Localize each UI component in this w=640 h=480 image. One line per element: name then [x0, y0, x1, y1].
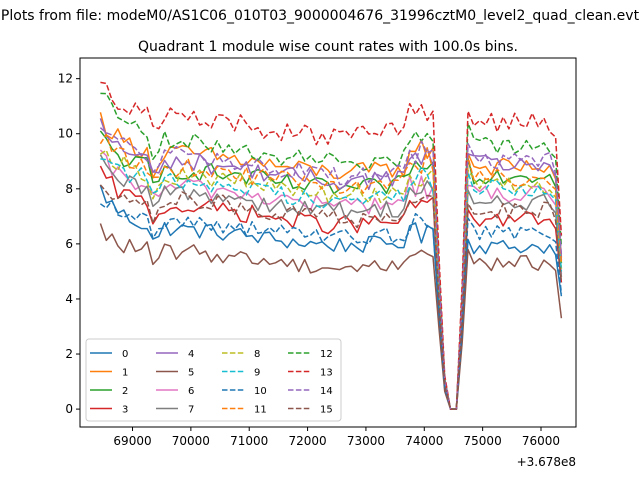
- series-line-7: [99, 154, 563, 410]
- series-line-11: [99, 133, 563, 410]
- legend-label-14: 14: [320, 386, 333, 397]
- y-axis: 0 2 4 6 8 10 12: [58, 72, 80, 416]
- legend-label-11: 11: [254, 405, 267, 416]
- axes-frame: [79, 57, 577, 428]
- x-tick-label: 69000: [113, 434, 151, 448]
- x-tick-label: 71000: [230, 434, 268, 448]
- y-tick-label: 12: [58, 72, 73, 86]
- y-tick-label: 8: [65, 182, 73, 196]
- legend-label-5: 5: [188, 368, 194, 379]
- legend-label-1: 1: [122, 368, 128, 379]
- series-line-10: [99, 199, 563, 410]
- legend-label-12: 12: [320, 349, 333, 360]
- x-tick-label: 73000: [347, 434, 385, 448]
- legend-label-15: 15: [320, 405, 333, 416]
- y-tick-label: 6: [65, 237, 73, 251]
- series-layer: [99, 81, 563, 410]
- legend-label-7: 7: [188, 405, 194, 416]
- series-line-12: [100, 92, 563, 410]
- chart-title: Quadrant 1 module wise count rates with …: [138, 39, 518, 55]
- series-line-14: [99, 127, 563, 410]
- x-tick-label: 70000: [172, 434, 210, 448]
- legend-label-10: 10: [254, 386, 267, 397]
- series-line-3: [99, 165, 563, 410]
- series-line-2: [99, 130, 563, 410]
- legend-label-6: 6: [188, 386, 194, 397]
- series-line-13: [100, 81, 563, 410]
- series-line-15: [99, 184, 563, 410]
- series-line-8: [99, 149, 563, 410]
- x-axis: 69000 70000 71000 72000 73000 74000 75000 76000: [113, 427, 560, 448]
- x-tick-label: 74000: [405, 434, 443, 448]
- y-tick-label: 0: [65, 402, 73, 416]
- legend-label-0: 0: [122, 349, 128, 360]
- legend-label-4: 4: [188, 349, 194, 360]
- series-line-9: [100, 158, 563, 410]
- y-tick-label: 10: [58, 127, 73, 141]
- series-line-4: [99, 118, 563, 410]
- y-tick-label: 4: [65, 292, 73, 306]
- plot-area: [79, 57, 577, 428]
- y-tick-label: 2: [65, 347, 73, 361]
- x-tick-label: 76000: [522, 434, 560, 448]
- x-axis-offset-label: +3.678e8: [517, 455, 576, 469]
- series-line-5: [99, 223, 563, 410]
- legend-label-3: 3: [122, 405, 128, 416]
- legend-label-8: 8: [254, 349, 260, 360]
- series-line-0: [99, 185, 563, 410]
- legend-label-2: 2: [122, 386, 128, 397]
- legend-label-9: 9: [254, 368, 260, 379]
- x-tick-label: 72000: [288, 434, 326, 448]
- x-tick-label: 75000: [464, 434, 502, 448]
- legend-frame: [85, 338, 342, 422]
- legend-label-13: 13: [320, 368, 333, 379]
- figure-suptitle: Plots from file: modeM0/AS1C06_010T03_90…: [1, 8, 640, 24]
